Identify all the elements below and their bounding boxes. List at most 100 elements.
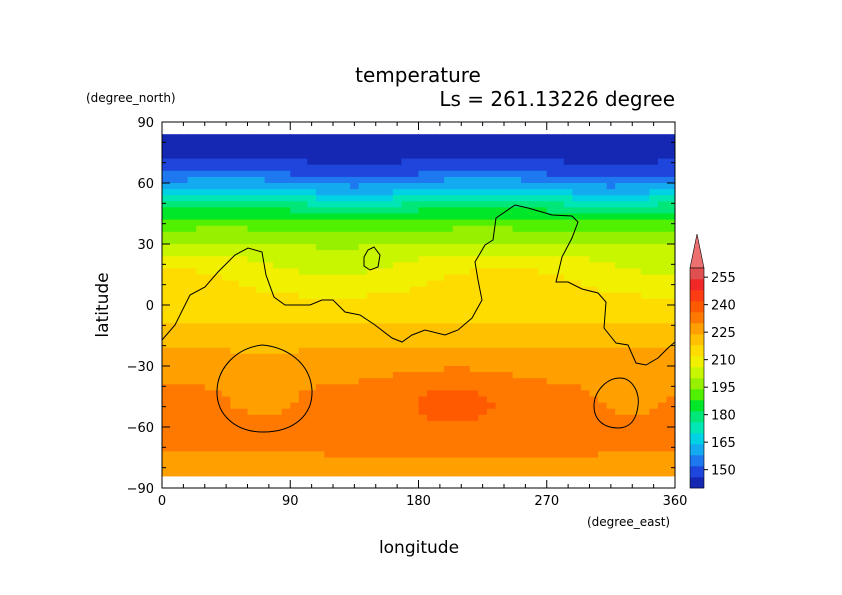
heatmap-cell	[179, 335, 189, 343]
heatmap-cell	[170, 250, 180, 257]
heatmap-cell	[435, 305, 445, 312]
heatmap-cell	[170, 420, 180, 428]
heatmap-cell	[179, 292, 189, 300]
heatmap-cell	[350, 237, 360, 245]
heatmap-cell	[375, 433, 385, 440]
heatmap-cell	[563, 274, 573, 282]
heatmap-cell	[649, 457, 659, 465]
heatmap-cell	[324, 152, 334, 160]
heatmap-cell	[204, 427, 214, 434]
heatmap-cell	[315, 305, 326, 312]
heatmap-cell	[435, 274, 445, 282]
heatmap-cell	[418, 225, 428, 233]
heatmap-cell	[256, 268, 266, 276]
heatmap-cell	[649, 439, 659, 446]
heatmap-cell	[367, 427, 377, 434]
heatmap-cell	[315, 427, 326, 434]
heatmap-cell	[264, 292, 274, 300]
heatmap-cell	[615, 451, 625, 459]
heatmap-cell	[273, 244, 283, 251]
heatmap-cell	[521, 231, 531, 239]
heatmap-cell	[418, 457, 428, 465]
heatmap-cell	[546, 262, 556, 269]
heatmap-cell	[230, 323, 240, 330]
heatmap-cell	[358, 183, 368, 190]
heatmap-cell	[409, 201, 420, 208]
x-tick-label: 0	[158, 494, 166, 509]
heatmap-cell	[367, 402, 377, 410]
heatmap-cell	[196, 231, 206, 239]
heatmap-cell	[512, 323, 522, 330]
heatmap-cell	[657, 158, 668, 166]
heatmap-cell	[555, 372, 565, 379]
heatmap-cell	[572, 341, 582, 349]
heatmap-cell	[444, 140, 454, 147]
heatmap-cell	[452, 359, 462, 367]
heatmap-cell	[580, 250, 591, 257]
heatmap-cell	[187, 420, 197, 428]
heatmap-cell	[478, 359, 488, 367]
heatmap-cell	[606, 335, 616, 343]
heatmap-cell	[230, 347, 240, 355]
heatmap-cell	[538, 183, 548, 190]
heatmap-cell	[580, 164, 591, 172]
heatmap-cell	[640, 225, 650, 233]
heatmap-cell	[546, 274, 556, 282]
heatmap-cell	[384, 244, 394, 251]
heatmap-cell	[444, 396, 454, 404]
heatmap-cell	[341, 292, 351, 300]
heatmap-cell	[452, 262, 462, 269]
heatmap-cell	[538, 262, 548, 269]
heatmap-cell	[563, 359, 573, 367]
heatmap-cell	[598, 268, 608, 276]
heatmap-cell	[615, 311, 625, 318]
heatmap-cell	[478, 305, 488, 312]
heatmap-cell	[615, 164, 625, 172]
heatmap-cell	[204, 207, 214, 215]
heatmap-cell	[196, 439, 206, 446]
heatmap-cell	[504, 396, 514, 404]
heatmap-cell	[452, 341, 462, 349]
heatmap-cell	[580, 170, 591, 178]
heatmap-cell	[495, 378, 505, 385]
heatmap-cell	[580, 262, 591, 269]
heatmap-cell	[333, 433, 343, 440]
heatmap-cell	[341, 427, 351, 434]
heatmap-cell	[333, 323, 343, 330]
heatmap-cell	[555, 274, 565, 282]
heatmap-cell	[290, 427, 300, 434]
heatmap-cell	[238, 274, 249, 282]
heatmap-cell	[298, 274, 308, 282]
heatmap-cell	[384, 427, 394, 434]
heatmap-cell	[196, 213, 206, 221]
heatmap-cell	[187, 359, 197, 367]
heatmap-cell	[307, 237, 317, 245]
heatmap-cell	[469, 408, 479, 416]
heatmap-cell	[555, 414, 565, 422]
heatmap-cell	[649, 372, 659, 379]
heatmap-cell	[375, 469, 385, 477]
heatmap-cell	[238, 451, 249, 459]
heatmap-cell	[375, 250, 385, 257]
heatmap-cell	[187, 292, 197, 300]
heatmap-cell	[555, 244, 565, 251]
heatmap-cell	[580, 146, 591, 154]
heatmap-cell	[290, 250, 300, 257]
heatmap-cell	[666, 201, 675, 208]
heatmap-cell	[512, 195, 522, 202]
heatmap-cell	[187, 298, 197, 306]
heatmap-cell	[187, 280, 197, 288]
heatmap-cell	[384, 359, 394, 367]
heatmap-cell	[512, 274, 522, 282]
heatmap-cell	[538, 390, 548, 398]
heatmap-cell	[230, 262, 240, 269]
heatmap-cell	[401, 427, 411, 434]
heatmap-cell	[546, 390, 556, 398]
heatmap-cell	[615, 146, 625, 154]
heatmap-cell	[504, 451, 514, 459]
heatmap-cell	[247, 286, 257, 294]
heatmap-cell	[247, 225, 257, 233]
heatmap-cell	[461, 176, 471, 184]
heatmap-cell	[657, 457, 668, 465]
colorbar-segment	[690, 301, 704, 313]
